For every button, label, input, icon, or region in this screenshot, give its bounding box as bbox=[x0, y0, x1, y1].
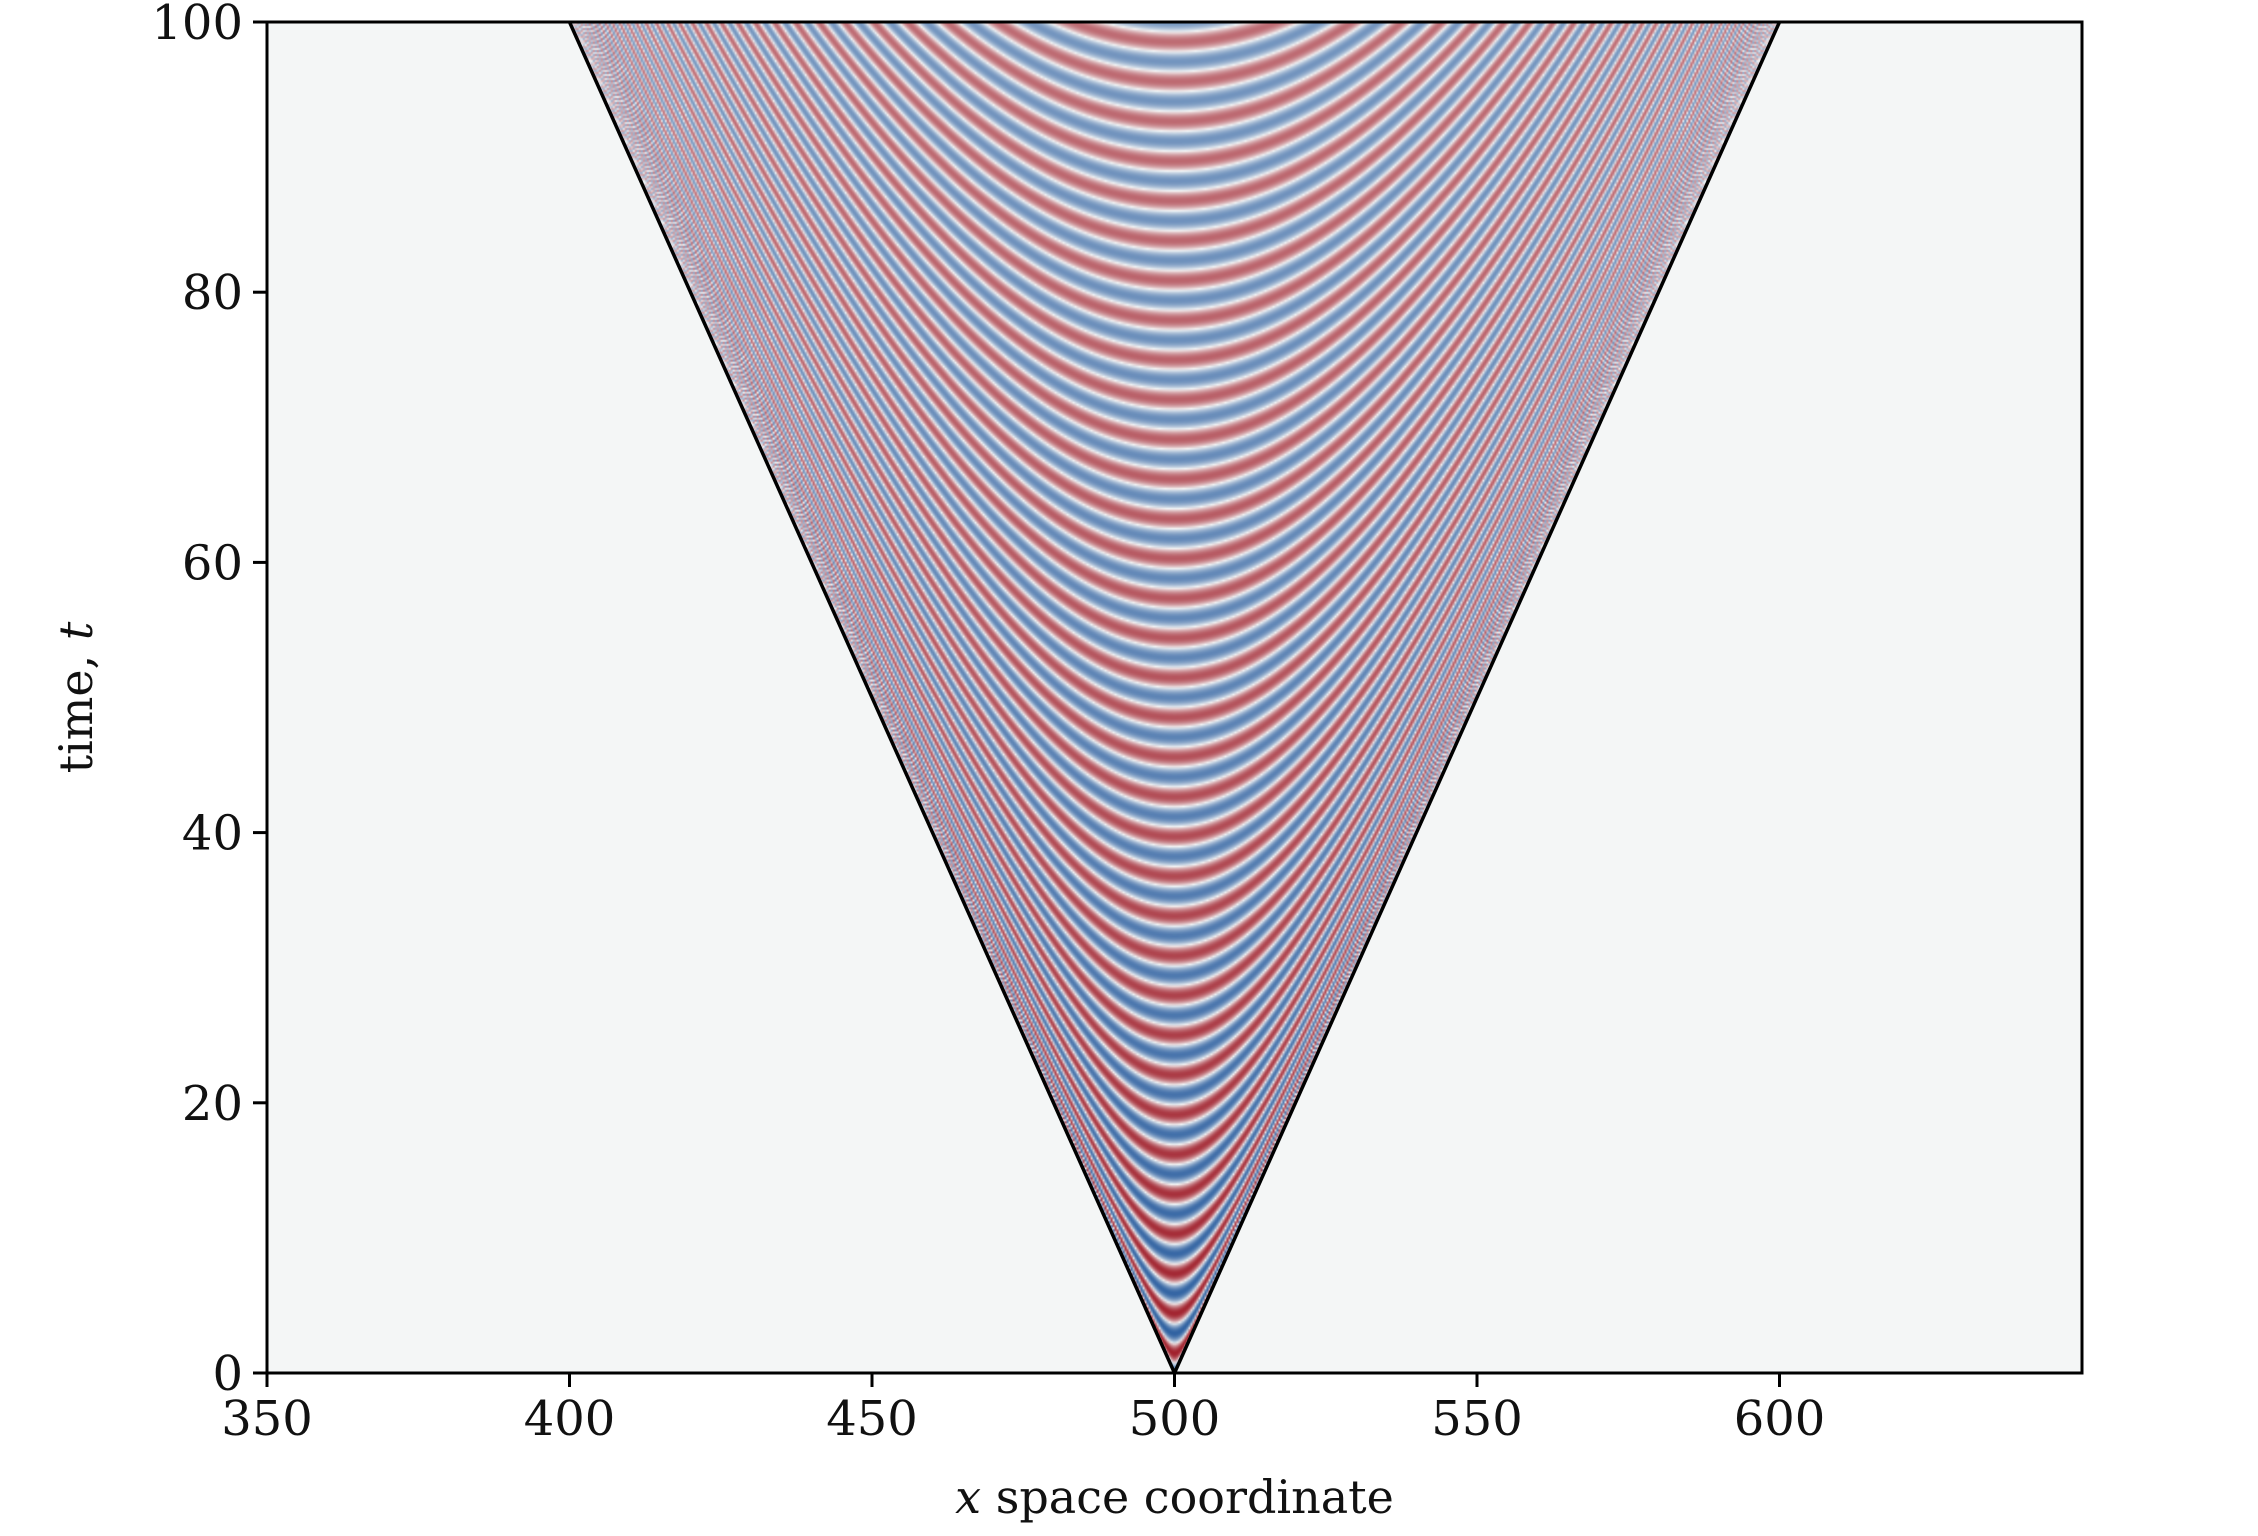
y-axis-label-variable: t bbox=[49, 621, 103, 640]
wave-field bbox=[267, 22, 2082, 1373]
x-tick-label: 350 bbox=[221, 1391, 313, 1447]
y-tick-label: 100 bbox=[151, 0, 243, 51]
x-axis-label: x space coordinate bbox=[955, 1470, 1394, 1524]
y-tick-label: 40 bbox=[182, 806, 243, 862]
y-tick-label: 0 bbox=[212, 1346, 243, 1402]
x-axis-label-text: space coordinate bbox=[981, 1470, 1394, 1524]
y-tick-label: 80 bbox=[182, 265, 243, 321]
y-axis-label: time, t bbox=[49, 621, 103, 773]
x-tick-label: 550 bbox=[1431, 1391, 1523, 1447]
x-axis: 350 400 450 500 550 600 bbox=[221, 1373, 1825, 1447]
cone-line-right bbox=[1172, 22, 1782, 1373]
y-axis-label-text: time, bbox=[49, 640, 103, 773]
cone-line-left bbox=[567, 22, 1177, 1373]
y-tick-label: 20 bbox=[182, 1076, 243, 1132]
y-axis: 0 20 40 60 80 100 bbox=[151, 0, 267, 1402]
x-tick-label: 600 bbox=[1734, 1391, 1826, 1447]
x-tick-label: 450 bbox=[826, 1391, 918, 1447]
y-tick-label: 60 bbox=[182, 535, 243, 591]
light-cone-lines bbox=[567, 22, 1782, 1373]
wave-field-image bbox=[267, 22, 2082, 1373]
x-tick-label: 400 bbox=[524, 1391, 616, 1447]
x-axis-label-variable: x bbox=[955, 1470, 981, 1524]
x-tick-label: 500 bbox=[1129, 1391, 1221, 1447]
